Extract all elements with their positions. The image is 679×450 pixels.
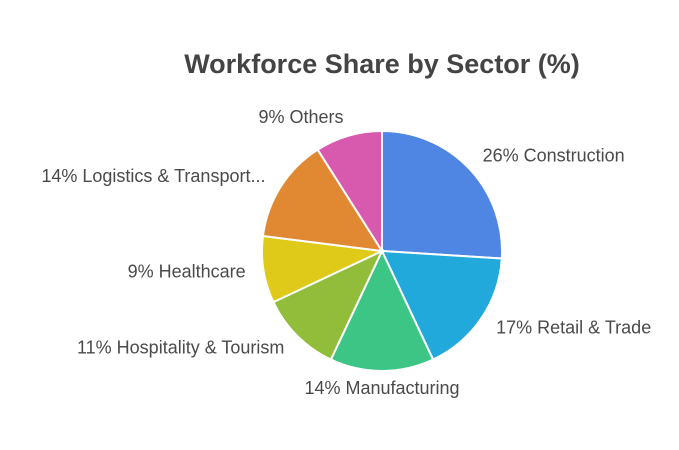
pie-slice — [316, 129, 383, 255]
slice-label: 9% Healthcare — [128, 261, 246, 281]
pie-slice — [381, 129, 503, 260]
slice-label: 17% Retail & Trade — [496, 317, 651, 337]
slice-label: 26% Construction — [483, 145, 625, 165]
pie-slice — [272, 248, 385, 361]
slice-label: 11% Hospitality & Tourism — [77, 337, 284, 357]
pie-slice — [261, 148, 384, 253]
slice-label: 14% Manufacturing — [304, 378, 459, 398]
slice-label: 14% Logistics & Transport... — [41, 166, 265, 186]
pie-slice — [329, 248, 435, 372]
pie-slice — [380, 249, 503, 361]
slice-label: 9% Others — [258, 107, 343, 127]
chart-title: Workforce Share by Sector (%) — [184, 49, 580, 79]
